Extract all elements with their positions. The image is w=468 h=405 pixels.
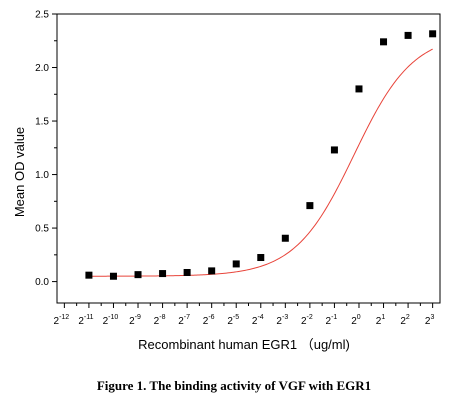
plot-border bbox=[56, 13, 441, 304]
data-points bbox=[85, 30, 437, 280]
y-tick-label: 0.5 bbox=[35, 224, 49, 235]
data-point bbox=[281, 234, 289, 242]
data-point bbox=[208, 267, 216, 275]
x-tick-label: 23 bbox=[425, 314, 435, 327]
data-point bbox=[330, 146, 338, 154]
fit-curve bbox=[88, 48, 433, 277]
y-tick-label: 1.0 bbox=[35, 170, 49, 181]
data-point bbox=[306, 202, 314, 210]
data-point bbox=[380, 38, 388, 46]
y-tick-label: 0.0 bbox=[35, 277, 49, 288]
x-axis: 2-12 2-11 2-10 2-9 2-8 2-7 2-6 2-5 2-4 2-3 2-2 2-1 2… bbox=[54, 303, 435, 327]
y-tick-label: 2.5 bbox=[35, 10, 49, 21]
x-tick-label: 2-5 bbox=[227, 314, 239, 327]
y-tick-label: 1.5 bbox=[35, 117, 49, 128]
data-point bbox=[257, 254, 265, 262]
x-tick-label: 2-2 bbox=[301, 314, 313, 327]
data-point bbox=[134, 271, 142, 279]
x-tick-label: 2-12 bbox=[54, 314, 70, 327]
x-tick-label: 2-1 bbox=[326, 314, 338, 327]
data-point bbox=[109, 272, 117, 280]
x-axis-title: Recombinant human EGR1 （ug/ml) bbox=[138, 337, 350, 352]
x-tick-label: 21 bbox=[376, 314, 386, 327]
y-tick-label: 2.0 bbox=[35, 63, 49, 74]
x-tick-label: 20 bbox=[351, 314, 361, 327]
plot-frame bbox=[56, 13, 441, 304]
data-point bbox=[429, 30, 437, 38]
x-tick-label: 2-6 bbox=[203, 314, 215, 327]
data-point bbox=[232, 260, 240, 268]
y-axis: 0.0 0.5 1.0 1.5 2.0 2.5 bbox=[35, 10, 57, 288]
x-tick-label: 2-10 bbox=[103, 314, 119, 327]
y-axis-title: Mean OD value bbox=[12, 127, 27, 217]
x-tick-label: 2-11 bbox=[78, 314, 93, 327]
x-tick-label: 2-3 bbox=[276, 314, 288, 327]
data-point bbox=[404, 31, 412, 39]
figure-caption: Figure 1. The binding activity of VGF wi… bbox=[96, 378, 372, 393]
data-point bbox=[355, 85, 363, 93]
x-tick-label: 22 bbox=[400, 314, 410, 327]
x-tick-label: 2-7 bbox=[178, 314, 190, 327]
data-point bbox=[183, 268, 191, 276]
x-tick-label: 2-9 bbox=[129, 314, 141, 327]
data-point bbox=[85, 271, 93, 279]
data-point bbox=[159, 270, 167, 278]
x-tick-label: 2-4 bbox=[252, 314, 264, 327]
x-tick-label: 2-8 bbox=[154, 314, 166, 327]
